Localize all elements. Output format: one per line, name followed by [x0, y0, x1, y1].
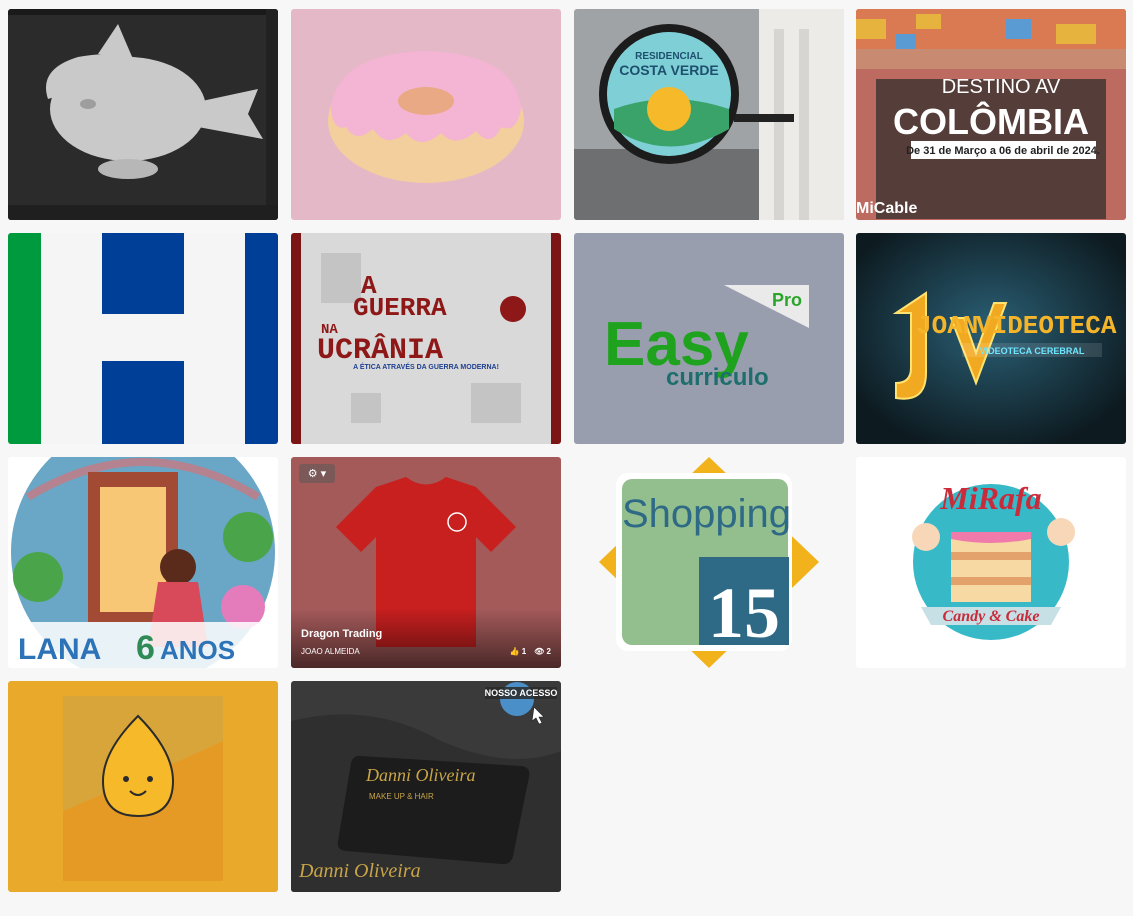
shopping-label: Shopping	[622, 492, 791, 536]
shopping-15-thumbnail: Shopping 15	[574, 457, 844, 668]
easy-title: Easy	[604, 310, 749, 379]
project-card-joan-videoteca[interactable]: JOAN VIDEOTECA VIDEOTECA CEREBRAL	[856, 233, 1126, 444]
costa-verde-thumbnail: RESIDENCIAL COSTA VERDE	[574, 9, 844, 220]
colombia-title: COLÔMBIA	[893, 100, 1089, 142]
project-card-dragon-trading[interactable]: ⚙ ▾ Dragon Trading JOAO ALMEIDA 👍 1 👁 2	[291, 457, 561, 668]
danni-card-tagline: MAKE UP & HAIR	[369, 792, 434, 801]
danni-watermark: Danni Oliveira	[298, 860, 421, 882]
chevron-down-icon: ▾	[320, 468, 327, 480]
eye-icon: 👁	[534, 647, 545, 656]
project-card-danni-oliveira[interactable]: Danni Oliveira MAKE UP & HAIR Danni Oliv…	[291, 681, 561, 892]
easy-pro: Pro	[772, 290, 802, 310]
project-card-costa-verde[interactable]: RESIDENCIAL COSTA VERDE	[574, 9, 844, 220]
costa-label-2: COSTA VERDE	[619, 62, 719, 78]
easy-curriculo: curriculo	[666, 364, 769, 391]
gear-icon: ⚙	[307, 468, 318, 480]
project-card-donut[interactable]	[291, 9, 561, 220]
ukraine-guerra: GUERRA	[353, 293, 447, 323]
project-card-ukraine[interactable]: A GUERRA NA UCRÂNIA A ÉTICA ATRAVÉS DA G…	[291, 233, 561, 444]
lana-age: 6	[136, 629, 155, 667]
mirafa-thumbnail: MiRafa Candy & Cake	[856, 457, 1126, 668]
likes-stat: 👍 1	[510, 647, 527, 656]
views-stat: 👁 2	[534, 647, 551, 656]
card-owner[interactable]: JOAO ALMEIDA	[301, 647, 360, 656]
project-card-shopping-15[interactable]: Shopping 15	[574, 457, 844, 668]
joan-title-2: VIDEOTECA	[976, 311, 1117, 341]
ukraine-ucrania: UCRÂNIA	[317, 333, 443, 368]
shopping-number: 15	[708, 573, 780, 653]
ukraine-thumbnail: A GUERRA NA UCRÂNIA A ÉTICA ATRAVÉS DA G…	[291, 233, 561, 444]
nosso-acesso-badge: NOSSO ACESSO	[485, 688, 558, 698]
costa-label-1: RESIDENCIAL	[635, 51, 703, 62]
ukraine-a: A	[361, 271, 377, 301]
project-card-mirafa[interactable]: MiRafa Candy & Cake	[856, 457, 1126, 668]
joan-title-1: JOAN	[916, 311, 978, 341]
project-card-easy-curriculo[interactable]: Pro Easy curriculo	[574, 233, 844, 444]
mirafa-title: MiRafa	[939, 480, 1041, 516]
project-card-colombia[interactable]: DESTINO AV COLÔMBIA De 31 de Março a 06 …	[856, 9, 1126, 220]
lana-thumbnail: LANA 6 ANOS	[8, 457, 278, 668]
likes-count: 1	[521, 647, 527, 656]
danni-oliveira-thumbnail: Danni Oliveira MAKE UP & HAIR Danni Oliv…	[291, 681, 561, 892]
thumbs-up-icon: 👍	[509, 647, 520, 656]
card-title[interactable]: Dragon Trading	[301, 628, 383, 640]
donut-thumbnail	[291, 9, 561, 220]
colombia-thumbnail: DESTINO AV COLÔMBIA De 31 de Março a 06 …	[856, 9, 1126, 220]
colombia-brand: MiCable	[856, 200, 917, 217]
easy-curriculo-thumbnail: Pro Easy curriculo	[574, 233, 844, 444]
views-count: 2	[546, 647, 551, 656]
ukraine-na: NA	[321, 322, 338, 338]
colombia-subtitle: DESTINO AV	[942, 76, 1061, 98]
card-overlay	[291, 608, 561, 668]
ukraine-subtitle: A ÉTICA ATRAVÉS DA GUERRA MODERNA!	[353, 362, 499, 371]
h-logo-thumbnail	[8, 233, 278, 444]
danni-card-name: Danni Oliveira	[365, 765, 476, 785]
project-card-pizza-box[interactable]	[8, 681, 278, 892]
lana-name: LANA	[18, 633, 101, 666]
card-options-button[interactable]: ⚙ ▾	[299, 464, 335, 483]
whale-thumbnail	[8, 9, 278, 220]
project-card-lana[interactable]: LANA 6 ANOS	[8, 457, 278, 668]
lana-anos: ANOS	[160, 635, 235, 665]
project-card-h-logo[interactable]	[8, 233, 278, 444]
colombia-dates: De 31 de Março a 06 de abril de 2024.	[906, 145, 1100, 157]
joan-videoteca-thumbnail: JOAN VIDEOTECA VIDEOTECA CEREBRAL	[856, 233, 1126, 444]
joan-subtitle: VIDEOTECA CEREBRAL	[980, 346, 1085, 356]
project-card-whale[interactable]	[8, 9, 278, 220]
card-stats: 👍 1 👁 2	[510, 647, 552, 656]
pizza-box-thumbnail	[8, 681, 278, 892]
mirafa-subtitle: Candy & Cake	[943, 608, 1040, 625]
